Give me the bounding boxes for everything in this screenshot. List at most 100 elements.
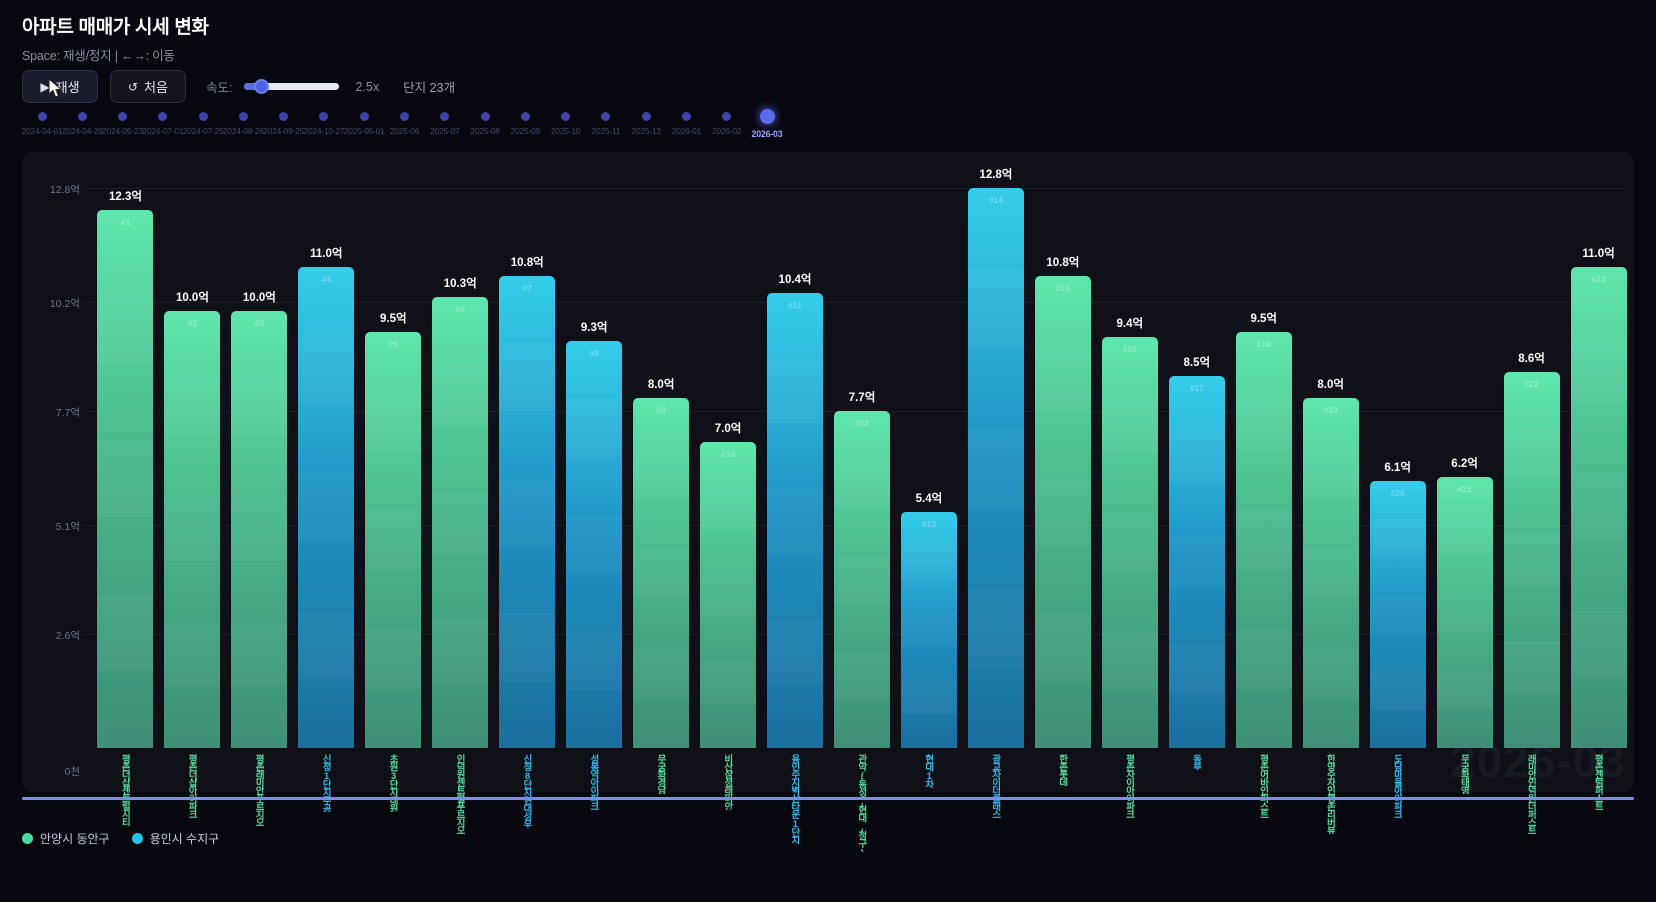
bar[interactable]: #18 [1235, 332, 1292, 748]
bar[interactable]: #16 [1101, 336, 1158, 748]
timeline-item[interactable]: 2024-08-26 [213, 112, 273, 136]
bar-item[interactable]: 9.3억 #8 성복역아이파크 [566, 322, 623, 810]
bar-category-label: 성복역아이파크 [589, 754, 599, 810]
bar-item[interactable]: 9.5억 #18 평촌어바인퍼스트 [1235, 313, 1292, 818]
bar-band [1303, 548, 1359, 598]
timeline-dot[interactable] [601, 112, 611, 121]
timeline[interactable]: 2024-04-01 2024-04-29 2024-05-23 2024-07-01… [22, 109, 1634, 142]
timeline-dot[interactable] [359, 112, 369, 121]
bar-band [365, 392, 421, 451]
bar[interactable]: #7 [499, 275, 556, 748]
timeline-dot[interactable] [319, 112, 329, 121]
timeline-item[interactable]: 2026-02 [697, 112, 757, 136]
bar-item[interactable]: 8.6억 #22 래미안인덕원더퍼스트 [1503, 353, 1560, 834]
speed-slider[interactable] [244, 79, 340, 94]
bar[interactable]: #8 [566, 341, 623, 748]
timeline-dot[interactable] [279, 112, 289, 121]
bar[interactable]: #13 [900, 511, 957, 748]
bar[interactable]: #12 [834, 411, 890, 748]
timeline-item[interactable]: 2024-10-27 [294, 112, 354, 136]
timeline-dot[interactable] [759, 109, 775, 124]
timeline-dot[interactable] [641, 112, 651, 121]
bar-item[interactable]: 10.8억 #7 신정8단지현대성우 [499, 257, 556, 828]
timeline-dot[interactable] [480, 112, 490, 121]
timeline-dot[interactable] [238, 112, 248, 121]
timeline-item[interactable]: 2025-07 [415, 112, 475, 136]
bar-band [1236, 570, 1292, 629]
bar[interactable]: #11 [767, 293, 824, 748]
bar[interactable]: #3 [231, 310, 288, 748]
bar[interactable]: #15 [1034, 275, 1091, 748]
bar[interactable]: #22 [1503, 371, 1560, 748]
bar[interactable]: #19 [1302, 398, 1359, 748]
timeline-dot[interactable] [77, 112, 87, 121]
bar-item[interactable]: 10.4억#11용인수지벽산타운1단지 [767, 274, 824, 844]
play-button[interactable]: ▶ 재생 [22, 70, 98, 103]
bar[interactable]: #14 [967, 188, 1024, 748]
bar[interactable]: #23 [1570, 266, 1627, 748]
bar-item[interactable]: 10.0억 #3 평촌래미안푸르지오 [231, 292, 288, 826]
timeline-item[interactable]: 2024-04-29 [52, 112, 112, 136]
bar[interactable]: #10 [700, 441, 757, 748]
reset-button[interactable]: ↺ 처음 [110, 70, 186, 103]
timeline-item[interactable]: 2025-05-01 [334, 112, 394, 136]
timeline-dot[interactable] [400, 112, 409, 121]
bar-item[interactable]: 10.8억 #15 한촌롯데 [1034, 257, 1091, 786]
bar-item[interactable]: 11.0억 #23 평촌센텀퍼스트 [1570, 248, 1627, 810]
bar[interactable]: #5 [365, 332, 422, 748]
timeline-dot[interactable] [118, 112, 128, 121]
bar-item[interactable]: 8.0억 #9 무궁화경남 [633, 379, 690, 794]
timeline-item[interactable]: 2024-04-01 [12, 112, 72, 136]
timeline-dot[interactable] [158, 112, 168, 121]
bar-item[interactable]: 9.5억 #5 초원3단지대원 [365, 313, 422, 812]
progress-track[interactable] [22, 797, 1634, 800]
timeline-item[interactable]: 2025-10 [536, 112, 596, 136]
timeline-item[interactable]: 2024-07-01 [133, 112, 193, 136]
timeline-item[interactable]: 2025-11 [576, 112, 636, 136]
bar-item[interactable]: 6.1억 #20 도담마을아이파크 [1369, 462, 1426, 818]
bar-item[interactable]: 5.4억 #13 현대1차 [900, 493, 957, 788]
speed-slider-knob[interactable] [253, 79, 269, 94]
bar-item[interactable]: 6.2억 #21 무궁화태영 [1436, 458, 1493, 794]
bar-item[interactable]: 10.3억 #6 인덕원센트럴푸르지오 [432, 278, 489, 834]
bar-item[interactable]: 9.4억 #16 평촌자이아이파크 [1101, 318, 1158, 818]
timeline-item[interactable]: 2026-03 [737, 109, 797, 139]
bar-item[interactable]: 8.5억 #17 동부 [1168, 357, 1225, 770]
bar[interactable]: #20 [1369, 481, 1426, 748]
timeline-item[interactable]: 2025-06 [375, 112, 435, 136]
bar[interactable]: #4 [298, 266, 355, 748]
timeline-dot[interactable] [440, 112, 450, 121]
bar-item[interactable]: 7.7억 #12 관악(동성,현대,청구) [834, 392, 890, 852]
timeline-dot[interactable] [681, 112, 691, 121]
bar-item[interactable]: 12.3억 #1 평촌더샵센트럴시티 [97, 191, 154, 826]
bar[interactable]: #1 [97, 209, 154, 748]
bar[interactable]: #21 [1436, 476, 1493, 748]
bar-item[interactable]: 12.8억 #14 광교자이더클래스 [967, 169, 1024, 818]
bar-item[interactable]: 8.0억 #19 한양수자인평촌리버뷰 [1302, 379, 1359, 834]
timeline-item[interactable]: 2025-12 [616, 112, 676, 136]
timeline-item[interactable]: 2024-07-25 [173, 112, 233, 136]
timeline-dot[interactable] [37, 112, 47, 121]
legend-item[interactable]: 안양시 동안구 [22, 830, 110, 847]
bar-band [767, 618, 823, 683]
bar-value-label: 5.4억 [915, 492, 943, 505]
timeline-dot[interactable] [561, 112, 571, 121]
bar-item[interactable]: 7.0억 #10 비산삼성래미안 [700, 423, 757, 810]
timeline-item[interactable]: 2026-01 [656, 112, 716, 136]
timeline-dot[interactable] [520, 112, 530, 121]
bar-band [767, 423, 823, 488]
bar[interactable]: #17 [1168, 376, 1225, 748]
timeline-item[interactable]: 2024-05-23 [93, 112, 153, 136]
timeline-dot[interactable] [198, 112, 208, 121]
bar-band [1102, 689, 1158, 748]
timeline-item[interactable]: 2025-08 [455, 112, 515, 136]
bar-item[interactable]: 11.0억 #4 신정1단지주공 [298, 248, 355, 812]
timeline-item[interactable]: 2025-09 [495, 112, 555, 136]
timeline-dot[interactable] [722, 112, 732, 121]
timeline-item[interactable]: 2024-09-25 [254, 112, 314, 136]
bar-item[interactable]: 10.0억 #2 평촌더샵아이파크 [164, 292, 221, 818]
bar[interactable]: #2 [164, 310, 221, 748]
bar[interactable]: #6 [432, 297, 489, 748]
legend-item[interactable]: 용인시 수지구 [131, 830, 219, 847]
bar[interactable]: #9 [633, 398, 690, 748]
